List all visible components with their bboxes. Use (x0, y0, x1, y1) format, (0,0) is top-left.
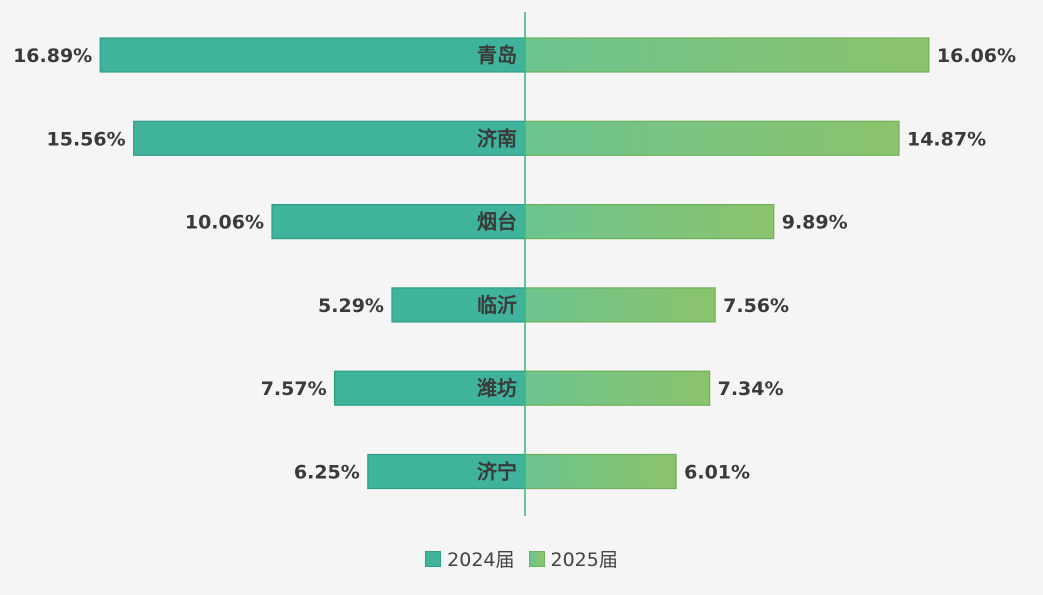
legend-item-2024[interactable]: 2024届 (425, 545, 515, 572)
category-label-0: 青岛 (477, 43, 517, 67)
bar-2024-1[interactable] (133, 120, 526, 156)
value-label-2025-1: 14.87% (907, 128, 986, 150)
value-label-2025-4: 7.34% (718, 378, 784, 400)
legend-label-2024: 2024届 (447, 549, 515, 571)
category-label-3: 临沂 (477, 293, 517, 317)
series-2025-bars (524, 37, 930, 490)
bar-2025-1[interactable] (524, 120, 900, 156)
category-label-4: 潍坊 (477, 376, 517, 400)
legend-label-2025: 2025届 (550, 549, 618, 571)
legend: 2024届 2025届 (0, 545, 1043, 572)
bar-2025-4[interactable] (524, 370, 711, 406)
legend-item-2025[interactable]: 2025届 (528, 545, 618, 572)
series-2024-value-labels: 16.89% 15.56% 10.06% 5.29% 7.57% 6.25% (13, 45, 384, 484)
value-label-2025-3: 7.56% (723, 295, 789, 317)
series-2024-bars (99, 37, 526, 490)
value-label-2024-0: 16.89% (13, 45, 92, 67)
value-label-2024-3: 5.29% (318, 295, 384, 317)
series-2025-value-labels: 16.06% 14.87% 9.89% 7.56% 7.34% 6.01% (684, 45, 1016, 484)
bar-2024-0[interactable] (99, 37, 526, 73)
value-label-2024-5: 6.25% (294, 462, 360, 484)
category-label-5: 济宁 (477, 460, 517, 484)
value-label-2024-1: 15.56% (47, 128, 126, 150)
bar-2024-4[interactable] (334, 370, 526, 406)
bar-2025-5[interactable] (524, 453, 677, 490)
value-label-2024-2: 10.06% (185, 212, 264, 234)
legend-swatch-2024 (425, 550, 442, 567)
bar-2024-2[interactable] (271, 204, 526, 240)
value-label-2024-4: 7.57% (261, 378, 327, 400)
value-label-2025-2: 9.89% (782, 212, 848, 234)
category-label-2: 烟台 (477, 210, 517, 234)
value-label-2025-5: 6.01% (684, 462, 750, 484)
bar-2024-3[interactable] (391, 287, 526, 323)
category-label-1: 济南 (477, 126, 517, 150)
value-label-2025-0: 16.06% (937, 45, 1016, 67)
bar-2025-0[interactable] (524, 37, 930, 73)
legend-swatch-2025 (528, 550, 545, 567)
bar-2025-2[interactable] (524, 204, 775, 240)
bar-2025-3[interactable] (524, 287, 716, 323)
